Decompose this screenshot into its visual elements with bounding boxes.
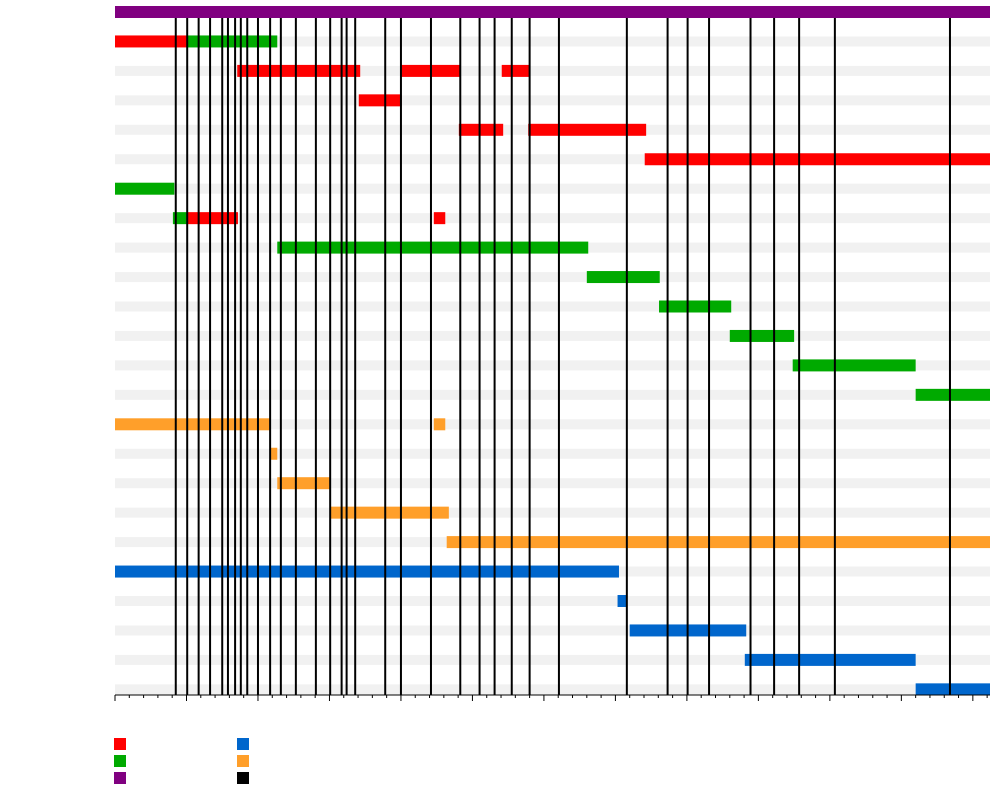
segment [115, 6, 990, 18]
segment [458, 123, 504, 136]
row-stripe [115, 154, 990, 165]
row-stripe [115, 301, 990, 312]
row-stripe [115, 36, 990, 47]
row-stripe [115, 65, 990, 76]
segment [729, 329, 795, 342]
legend-swatch [237, 772, 249, 784]
segment [446, 536, 990, 549]
segment [187, 35, 278, 48]
row-stripe [115, 507, 990, 518]
segment [115, 418, 271, 431]
x-axis [114, 694, 990, 701]
legend-swatch [237, 738, 249, 750]
row-stripe [115, 360, 990, 371]
segment [330, 506, 449, 519]
legend-swatch [114, 772, 126, 784]
row-stripe [115, 684, 990, 695]
row-stripe [115, 448, 990, 459]
segment [115, 35, 188, 48]
row-stripe [115, 183, 990, 194]
segment [617, 595, 627, 607]
segment [115, 182, 175, 195]
row-stripe [115, 625, 990, 636]
segment [358, 94, 402, 107]
markers [174, 18, 951, 695]
segment [115, 565, 619, 578]
row-stripe [115, 419, 990, 430]
legend [114, 738, 249, 784]
row-stripe [115, 596, 990, 606]
segment [644, 153, 990, 166]
segment [586, 271, 660, 284]
segment [528, 123, 647, 136]
segment [744, 653, 916, 666]
legend-swatch [237, 755, 249, 767]
segment [501, 64, 530, 77]
segment [915, 388, 990, 401]
legend-swatch [114, 755, 126, 767]
segment [433, 418, 446, 431]
row-stripe [115, 389, 990, 400]
segment [277, 477, 331, 490]
row-stripe [115, 95, 990, 106]
row-stripe [115, 654, 990, 665]
segment [270, 447, 278, 460]
segment [277, 241, 589, 254]
row-stripe [115, 213, 990, 224]
segments [115, 6, 990, 696]
segment [915, 683, 990, 696]
row-stripe [115, 330, 990, 341]
row-stripe [115, 478, 990, 489]
segment [433, 212, 446, 225]
segment [659, 300, 732, 313]
segment [792, 359, 916, 372]
row-stripe [115, 272, 990, 283]
legend-swatch [114, 738, 126, 750]
segment [187, 212, 238, 225]
